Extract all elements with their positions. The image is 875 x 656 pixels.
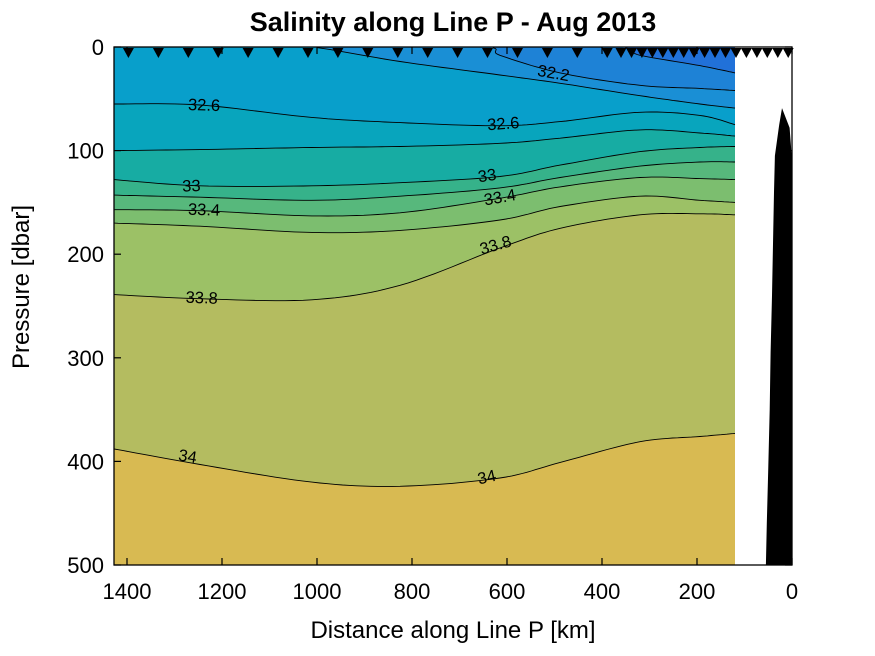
fill-band-32.8-33.0	[114, 129, 735, 187]
fill-band->34.0	[114, 433, 735, 565]
x-tick-label: 400	[584, 579, 621, 604]
station-marker	[152, 48, 164, 58]
x-tick-label: 800	[394, 579, 431, 604]
station-marker	[782, 48, 794, 58]
y-tick-label: 400	[67, 449, 104, 474]
station-marker	[242, 48, 254, 58]
plot-border	[113, 46, 793, 566]
contour-lines	[114, 47, 736, 487]
y-tick-label: 100	[67, 139, 104, 164]
fill-band-33.6-33.8	[114, 196, 735, 301]
x-tick-label: 1000	[293, 579, 342, 604]
contour-label-33.4: 33.4	[483, 186, 518, 209]
contour-label-32.6: 32.6	[188, 96, 221, 115]
station-marker	[122, 48, 134, 58]
x-axis-label: Distance along Line P [km]	[310, 617, 595, 644]
station-marker	[678, 48, 690, 58]
bathymetry-silhouette	[765, 108, 792, 565]
station-marker	[740, 48, 752, 58]
fill-band-33.8-34.0	[114, 213, 735, 487]
station-marker	[720, 48, 731, 58]
station-marker	[362, 48, 374, 58]
station-marker	[452, 48, 464, 58]
contour-line-33.6	[114, 195, 736, 234]
contour-line-32.2	[492, 47, 736, 91]
fill-band-33.2-33.4	[114, 161, 735, 216]
station-marker	[541, 48, 553, 58]
station-marker	[688, 48, 700, 58]
station-marker	[392, 48, 404, 58]
station-marker	[422, 48, 434, 58]
station-marker	[272, 48, 284, 58]
contour-line-32.4	[317, 47, 736, 109]
station-marker	[772, 48, 784, 58]
contour-line-32.8	[114, 129, 736, 152]
station-marker	[212, 48, 224, 58]
station-marker	[615, 48, 627, 58]
contour-line-33.4	[114, 176, 735, 217]
contour-label-33: 33	[477, 166, 498, 187]
station-marker	[761, 48, 773, 58]
contour-label-32.2: 32.2	[536, 62, 571, 85]
contour-fill-bands	[114, 47, 735, 565]
contour-label-33.4: 33.4	[188, 201, 221, 220]
contour-line-33.8	[114, 212, 735, 302]
station-marker	[626, 48, 637, 58]
y-tick-label: 500	[67, 553, 104, 578]
y-tick-label: 0	[92, 35, 104, 60]
station-marker	[751, 48, 763, 58]
x-tick-label: 600	[489, 579, 526, 604]
station-markers	[122, 48, 794, 58]
fill-band-33.0-33.2	[114, 146, 735, 201]
contour-label-32.6: 32.6	[487, 114, 520, 134]
contour-line-32.6	[114, 103, 736, 127]
fill-band-33.4-33.6	[114, 177, 735, 233]
station-marker	[699, 48, 711, 58]
contour-label-34: 34	[476, 467, 498, 489]
contour-line-33	[114, 146, 735, 187]
fill-band-32.2-32.4	[114, 47, 735, 109]
fill-band-32.4-32.6	[114, 47, 735, 126]
contour-label-33.8: 33.8	[185, 289, 218, 308]
station-marker	[302, 48, 314, 58]
y-tick-label: 300	[67, 346, 104, 371]
station-marker	[332, 48, 344, 58]
station-marker	[182, 48, 194, 58]
x-tick-label: 1400	[103, 579, 152, 604]
station-marker	[571, 48, 583, 58]
fill-band-32.0-32.2	[114, 47, 735, 91]
x-tick-label: 1200	[198, 579, 247, 604]
station-marker	[657, 48, 669, 58]
contour-line-33.2	[114, 161, 735, 201]
station-marker	[482, 48, 493, 58]
station-marker	[512, 48, 523, 58]
plot-title: Salinity along Line P - Aug 2013	[250, 7, 657, 37]
station-marker	[709, 48, 721, 58]
y-axis-label: Pressure [dbar]	[8, 205, 35, 369]
station-marker	[636, 48, 648, 58]
station-marker	[646, 48, 658, 58]
contour-line-34	[114, 432, 736, 487]
x-tick-label: 0	[786, 579, 798, 604]
fill-band-32.6-32.8	[114, 103, 735, 151]
station-marker	[667, 48, 679, 58]
x-tick-label: 200	[679, 579, 716, 604]
y-tick-label: 200	[67, 242, 104, 267]
tick-labels: 1400 1200 1000 800 600 400 200 0 0 100 200 300 400 50…	[67, 35, 798, 604]
station-marker	[730, 48, 742, 58]
station-marker	[601, 48, 613, 58]
contour-label-34: 34	[177, 446, 198, 467]
contour-label-33: 33	[182, 177, 201, 196]
